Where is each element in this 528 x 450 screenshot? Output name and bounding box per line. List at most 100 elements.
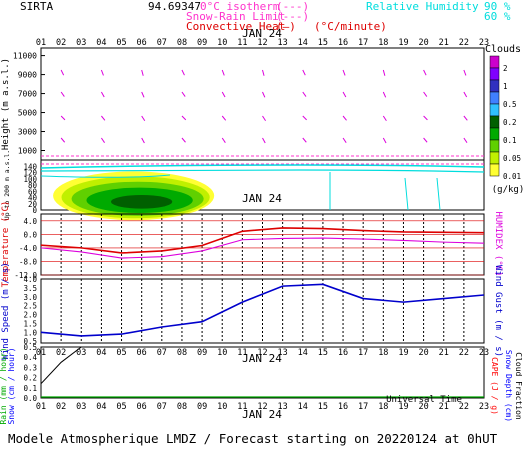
hour-label-top-20: 20	[418, 38, 428, 48]
colorbar-level-0.05: 0.05	[503, 154, 521, 163]
height-tick-9000: 9000	[18, 71, 37, 80]
rh-contour-v2	[404, 177, 409, 211]
temperature-grid	[41, 214, 484, 276]
hour-label-top-18: 18	[378, 38, 388, 48]
colorbar-unit: (g/kg)	[492, 185, 525, 195]
wind-arrow	[141, 69, 144, 76]
hour-label-precip-02: 02	[56, 348, 66, 358]
colorbar-swatch-8	[489, 151, 500, 165]
wind-speed-axis-label: Wind Speed (m / s)	[1, 262, 11, 360]
site-name: SIRTA	[20, 0, 53, 13]
isotherm-legend-label: 0°C isotherm	[200, 0, 280, 13]
wind-arrow	[302, 137, 307, 143]
colorbar-swatch-7	[489, 139, 500, 153]
hour-label-bottom-01: 01	[36, 402, 46, 412]
hour-ticks-bottom: 01 02 03 04 05 06 07 08 09 10 11 12 13 14 15 16 17 18 19 20…	[36, 402, 489, 412]
wind-panel: 4.03.53.02.52.01.51.00.5 Wind Speed (m /…	[1, 262, 503, 360]
low-height-tick-100: 100	[23, 175, 37, 184]
colorbar-swatch-6	[489, 127, 500, 141]
hour-label-top-14: 14	[298, 38, 308, 48]
hour-label-top-15: 15	[318, 38, 328, 48]
colorbar: 2 1 0.5 0.2 0.1 0.05 0.01	[489, 55, 521, 181]
colorbar-swatch-0	[489, 55, 500, 69]
temp-tick--4.0: -4.0	[19, 244, 38, 253]
hour-label-precip-22: 22	[459, 348, 469, 358]
hour-label-precip-09: 09	[197, 348, 207, 358]
hour-label-precip-20: 20	[418, 348, 428, 358]
hour-label-top-01: 01	[36, 38, 46, 48]
wind-arrow	[60, 115, 66, 121]
rh-contour-low	[40, 174, 171, 178]
hour-label-top-11: 11	[237, 38, 247, 48]
wind-tick-1.0: 1.0	[23, 328, 37, 337]
cloud-panel: JAN 24 01 02 03 04 05 06 07 08 09 10 11 12 13 14 15 16 1…	[1, 27, 524, 220]
low-height-tick-20: 20	[28, 200, 38, 209]
height-tick-11000: 11000	[13, 52, 37, 61]
rh-60-contour	[40, 169, 485, 173]
rh-legend-label: Relative Humidity	[366, 0, 479, 13]
colorbar-level-0.2: 0.2	[503, 118, 517, 127]
hour-label-bottom-23: 23	[479, 402, 489, 412]
temperature-axis-label: Temperature (°C)	[1, 201, 11, 288]
wind-arrow	[302, 91, 307, 97]
hour-label-precip-15: 15	[318, 348, 328, 358]
hour-label-top-06: 06	[137, 38, 147, 48]
precip-tick-0.4: 0.4	[23, 353, 37, 362]
low-height-tick-120: 120	[23, 169, 37, 178]
site-coords: 94.69347	[148, 0, 201, 13]
isotherm-legend-symbol: (---)	[276, 0, 309, 13]
hour-label-bottom-04: 04	[96, 402, 106, 412]
snow-rain-legend-label: Snow-Rain Limit	[186, 10, 285, 23]
temp-tick-0.0: 0.0	[23, 230, 37, 239]
wind-tick-3.5: 3.5	[23, 284, 37, 293]
hour-label-bottom-21: 21	[439, 402, 449, 412]
hour-label-top-19: 19	[398, 38, 408, 48]
precip-tick-0.3: 0.3	[23, 363, 37, 372]
wind-arrow	[262, 69, 265, 76]
universal-time-label: Universal Time	[386, 395, 462, 405]
hour-label-bottom-20: 20	[418, 402, 428, 412]
wind-arrow	[262, 137, 266, 144]
wind-tick-3.0: 3.0	[23, 293, 37, 302]
hour-label-bottom-19: 19	[398, 402, 408, 412]
hour-label-precip-11: 11	[237, 348, 247, 358]
wind-arrow	[221, 137, 226, 143]
wind-axis: 4.03.53.02.52.01.51.00.5	[23, 275, 37, 346]
wind-arrow	[463, 137, 468, 143]
rh-90-label: 90 %	[484, 0, 511, 13]
wind-arrow	[221, 69, 225, 76]
colorbar-swatch-5	[489, 115, 500, 129]
precip-axis: 0.50.40.3 0.20.10.0	[23, 343, 37, 403]
temperature-axis: 4.0 0.0 -4.0 -8.0 -12.0	[14, 217, 37, 280]
hour-label-precip-10: 10	[217, 348, 227, 358]
hour-label-bottom-17: 17	[358, 402, 368, 412]
hour-label-precip-12: 12	[257, 348, 267, 358]
wind-arrows	[41, 69, 484, 165]
cape-axis-label: CAPE (J / g)	[490, 357, 499, 415]
hour-label-top-21: 21	[439, 38, 449, 48]
rh-contour-v3	[436, 177, 441, 211]
hour-label-top-03: 03	[76, 38, 86, 48]
precip-tick-0.5: 0.5	[23, 343, 37, 352]
wind-arrow	[342, 91, 347, 98]
hour-label-top-08: 08	[177, 38, 187, 48]
colorbar-level-0.5: 0.5	[503, 100, 517, 109]
wind-arrow	[181, 91, 186, 97]
wind-arrow	[100, 69, 104, 76]
hour-label-precip-21: 21	[439, 348, 449, 358]
wind-tick-2.0: 2.0	[23, 311, 37, 320]
colorbar-level-1: 1	[503, 82, 508, 91]
cloud-panel-frame	[40, 47, 485, 211]
precip-tick-0.2: 0.2	[23, 374, 37, 383]
colorbar-swatch-1	[489, 67, 500, 81]
wind-arrow	[60, 137, 66, 143]
wind-tick-2.5: 2.5	[23, 302, 37, 311]
wind-series	[40, 283, 485, 337]
wind-arrow	[181, 69, 185, 76]
height-tick-5000: 5000	[18, 109, 37, 118]
cloud-fraction-axis-label: Cloud Fraction	[514, 352, 523, 420]
low-height-tick-140: 140	[23, 162, 37, 171]
wind-arrow	[181, 137, 186, 143]
